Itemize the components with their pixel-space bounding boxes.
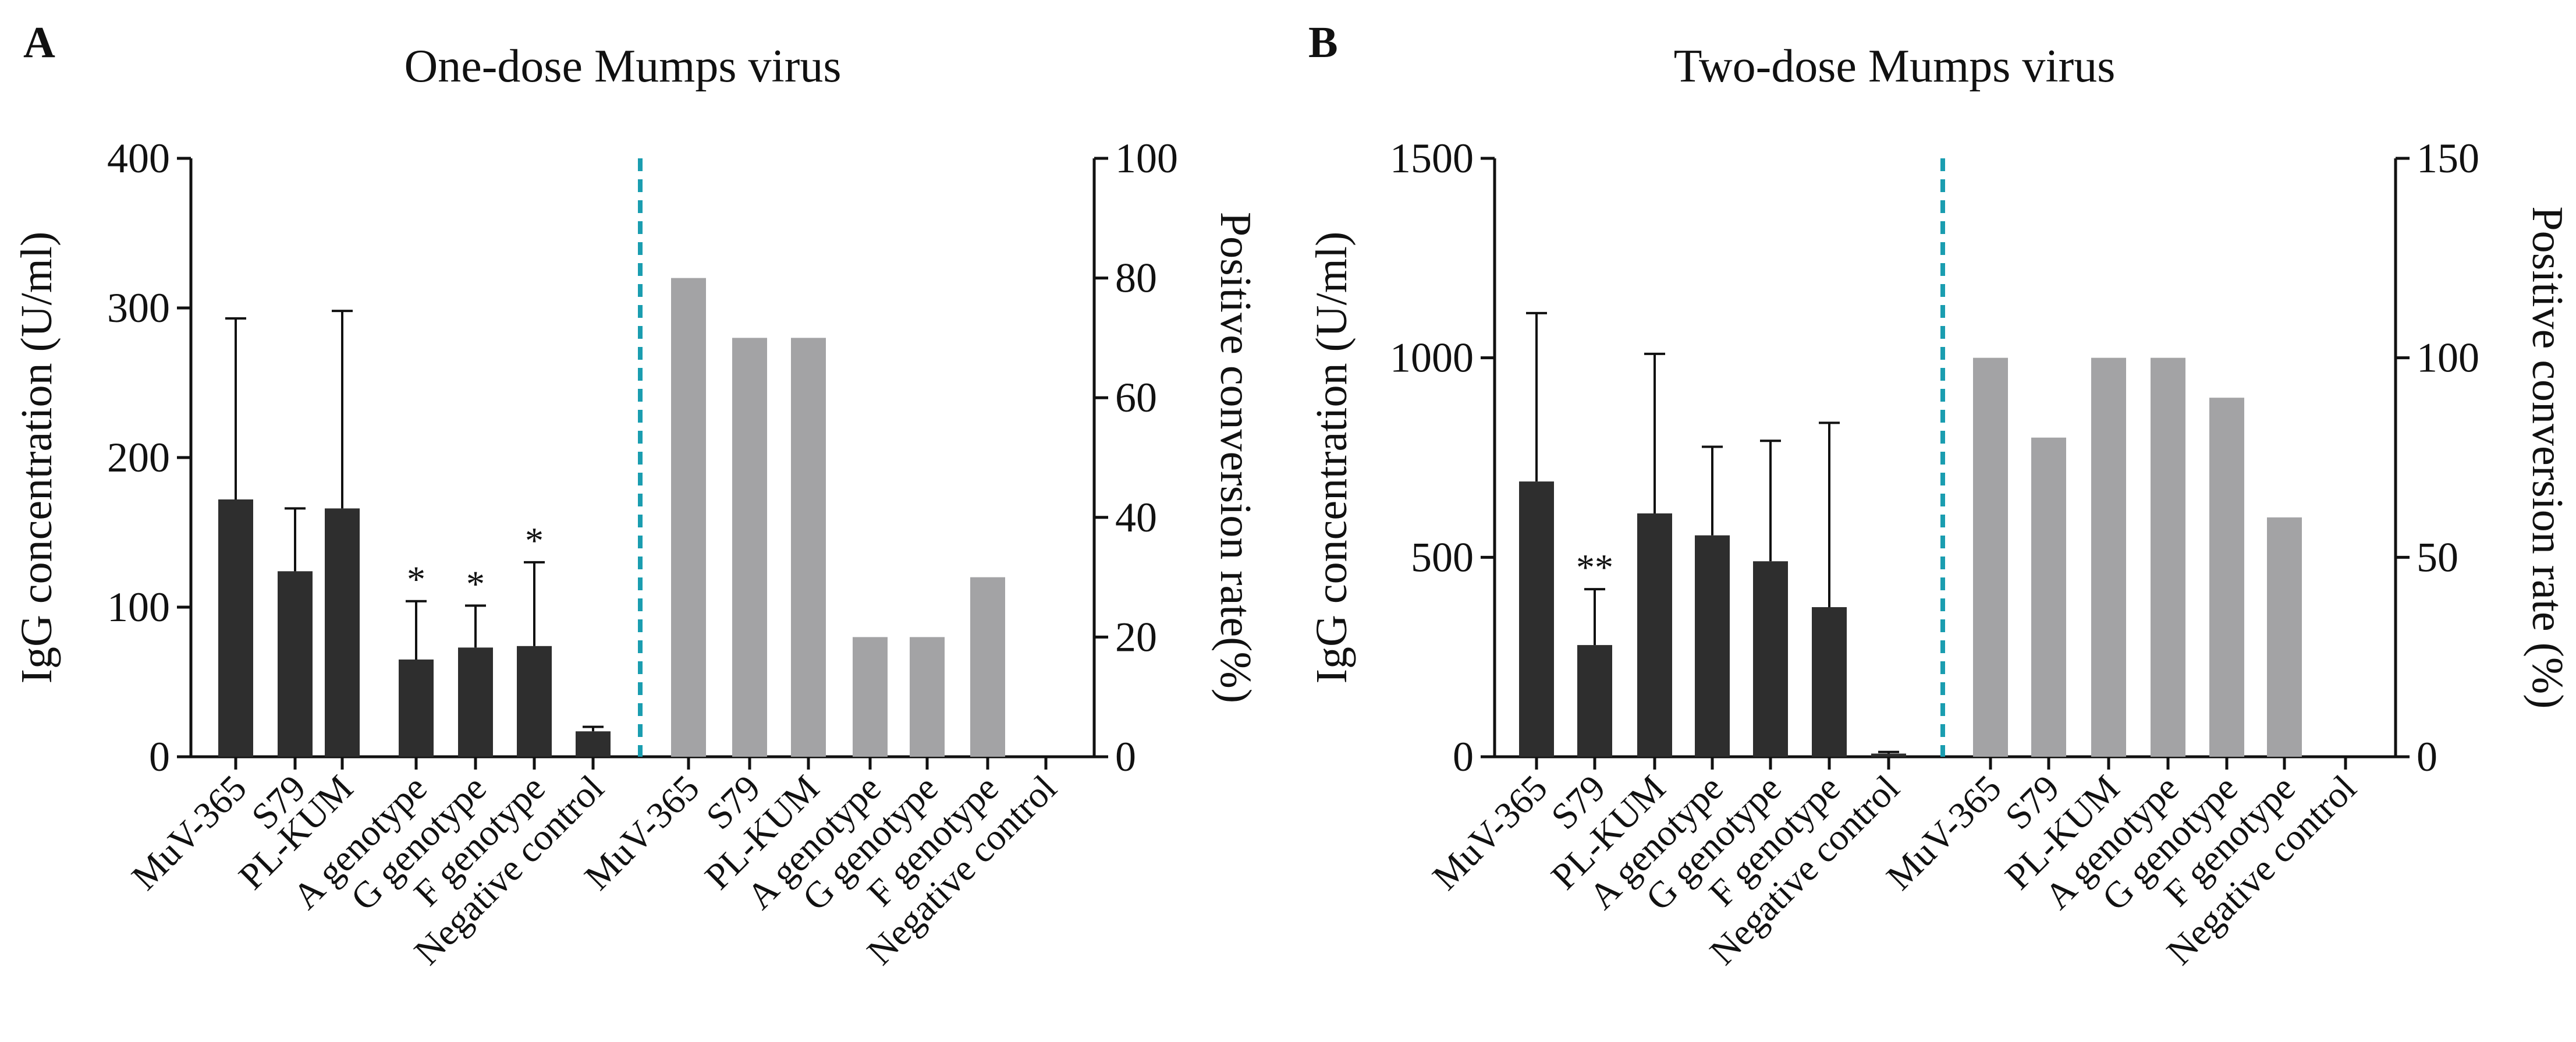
x-category-label: MuV-365 (1424, 767, 1555, 898)
igg-bar (458, 647, 493, 757)
left-y-tick-label: 1500 (1390, 135, 1474, 182)
conversion-rate-bar (910, 637, 945, 757)
significance-marker: * (466, 563, 485, 604)
conversion-rate-bar (732, 338, 767, 757)
igg-bar (218, 499, 253, 757)
left-y-tick-label: 0 (149, 733, 170, 780)
conversion-rate-bar (2091, 357, 2126, 757)
x-category-label: MuV-365 (1878, 767, 2009, 898)
left-y-axis-title: IgG concentration (U/ml) (12, 232, 61, 684)
panel-b: B Two-dose Mumps virus 0 500 1000 1500 0 50 100 1… (1307, 18, 2572, 973)
conversion-rate-bar (671, 278, 706, 757)
right-y-tick-label: 80 (1115, 255, 1157, 302)
conversion-rate-bar (2031, 437, 2066, 757)
igg-bar (399, 659, 434, 757)
significance-marker: ** (1576, 547, 1613, 588)
chart-title: One-dose Mumps virus (404, 41, 841, 92)
left-y-tick-label: 200 (107, 434, 170, 481)
igg-bar (1519, 481, 1554, 757)
igg-bar (1695, 535, 1730, 757)
right-y-axis-title: Positive conversion rate (%) (2523, 206, 2572, 708)
right-y-tick-label: 100 (2417, 335, 2479, 381)
right-y-tick-label: 60 (1115, 374, 1157, 421)
right-y-axis-title: Positive conversion rate(%) (1211, 212, 1260, 703)
right-y-tick-label: 50 (2417, 534, 2458, 580)
right-y-tick-label: 20 (1115, 614, 1157, 660)
significance-marker: * (525, 520, 544, 561)
conversion-rate-bar (2151, 357, 2185, 757)
left-y-tick-label: 400 (107, 135, 170, 182)
igg-bar (325, 508, 360, 757)
conversion-rate-bar (2267, 517, 2302, 757)
panel-letter: A (23, 18, 55, 67)
right-y-tick-label: 0 (1115, 733, 1136, 780)
left-y-tick-label: 500 (1411, 534, 1474, 580)
chart-title: Two-dose Mumps virus (1674, 41, 2116, 92)
conversion-rate-bar (970, 577, 1005, 757)
igg-bar (1577, 645, 1612, 757)
right-y-tick-label: 150 (2417, 135, 2479, 182)
igg-bar (278, 571, 313, 757)
igg-bar (1753, 561, 1788, 757)
left-y-tick-label: 100 (107, 584, 170, 630)
x-category-label: MuV-365 (123, 767, 254, 898)
igg-bar (517, 646, 552, 757)
left-y-axis-title: IgG concentration (U/ml) (1307, 232, 1356, 684)
left-y-tick-label: 300 (107, 285, 170, 331)
right-y-tick-label: 40 (1115, 494, 1157, 541)
igg-bar (576, 731, 611, 757)
conversion-rate-bar (791, 338, 826, 757)
left-y-tick-label: 1000 (1390, 335, 1474, 381)
left-y-tick-label: 0 (1453, 733, 1474, 780)
right-y-tick-label: 0 (2417, 733, 2437, 780)
right-y-tick-label: 100 (1115, 135, 1178, 182)
igg-bar (1871, 753, 1906, 757)
igg-bar (1812, 607, 1847, 757)
significance-marker: * (407, 559, 425, 600)
panel-a: A One-dose Mumps virus 0 100 200 300 400 0 20 40 6… (12, 18, 1260, 973)
conversion-rate-bar (853, 637, 888, 757)
conversion-rate-bar (1973, 357, 2008, 757)
panel-letter: B (1308, 18, 1338, 67)
igg-bar (1637, 513, 1672, 757)
conversion-rate-bar (2209, 398, 2244, 757)
